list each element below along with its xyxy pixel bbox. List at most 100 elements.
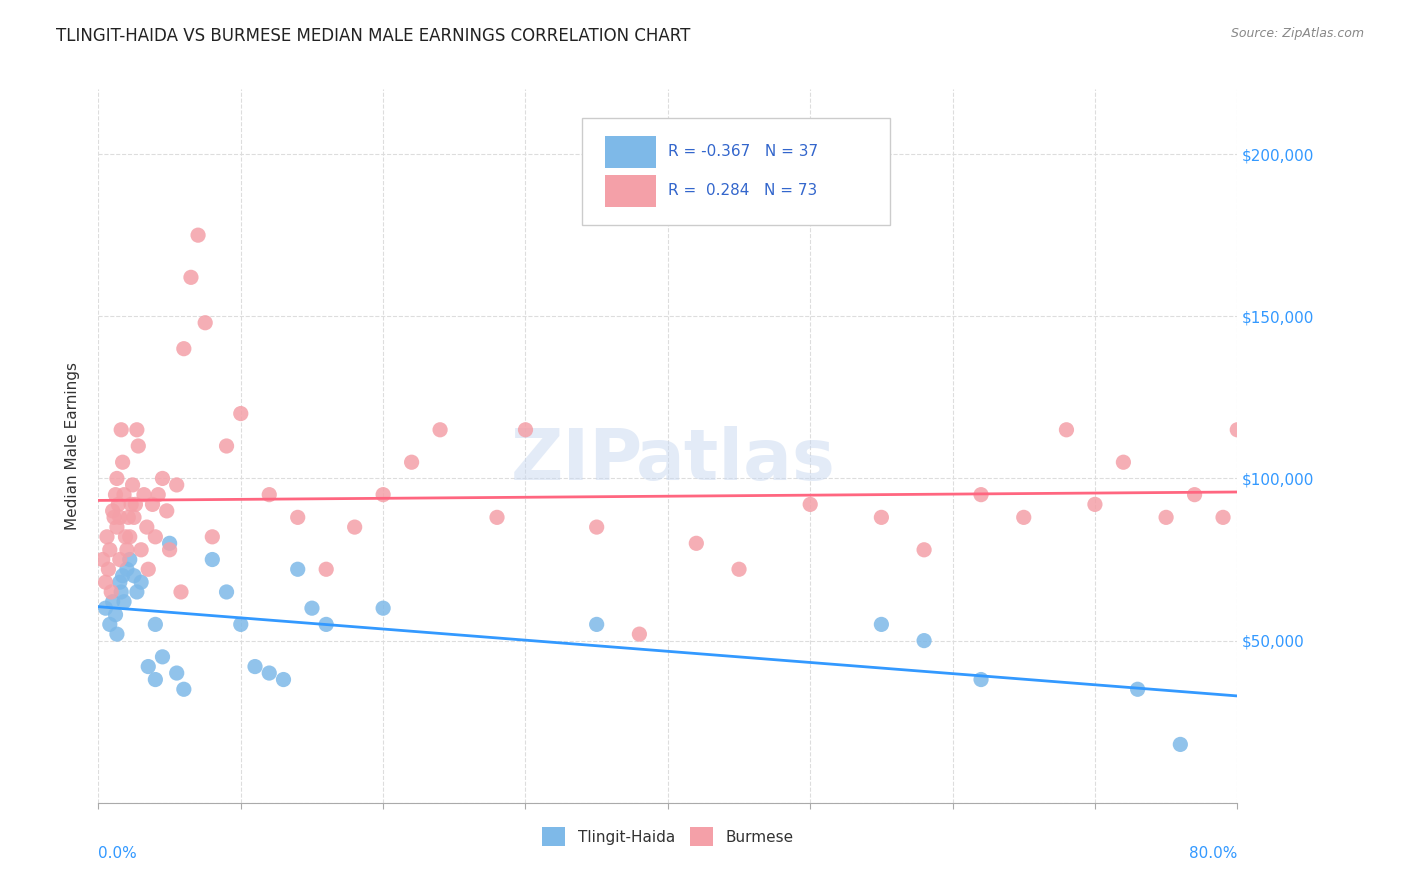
Point [105, 471, 128, 485]
Point [201, 552, 224, 566]
Text: R =  0.284   N = 73: R = 0.284 N = 73 [668, 183, 817, 198]
Text: TLINGIT-HAIDA VS BURMESE MEDIAN MALE EARNINGS CORRELATION CHART: TLINGIT-HAIDA VS BURMESE MEDIAN MALE EAR… [56, 27, 690, 45]
Point [912, 542, 935, 557]
Point [114, 530, 136, 544]
Point [243, 659, 266, 673]
Point [145, 617, 167, 632]
Point [173, 682, 195, 697]
Point [141, 497, 163, 511]
Point [118, 530, 141, 544]
Bar [605, 136, 657, 168]
Point [122, 568, 145, 582]
Point [124, 497, 146, 511]
Point [129, 542, 152, 557]
Point [159, 536, 181, 550]
Point [799, 497, 821, 511]
Point [136, 562, 159, 576]
Point [100, 585, 122, 599]
Point [120, 497, 142, 511]
Point [1254, 497, 1277, 511]
Text: ZIP: ZIP [510, 425, 643, 495]
Point [112, 488, 135, 502]
Point [970, 673, 993, 687]
Point [97, 562, 120, 576]
Point [125, 585, 148, 599]
Point [628, 627, 651, 641]
Text: Source: ZipAtlas.com: Source: ZipAtlas.com [1230, 27, 1364, 40]
Point [1298, 423, 1320, 437]
Point [173, 342, 195, 356]
Point [101, 504, 124, 518]
Point [94, 575, 117, 590]
Point [229, 617, 252, 632]
Point [970, 488, 993, 502]
Point [401, 455, 423, 469]
Point [125, 423, 148, 437]
Point [515, 423, 537, 437]
Point [170, 585, 193, 599]
Point [111, 455, 134, 469]
Point [166, 666, 188, 681]
Point [301, 601, 323, 615]
Point [1112, 455, 1135, 469]
Point [148, 488, 170, 502]
Point [112, 595, 135, 609]
Point [145, 673, 167, 687]
Point [166, 478, 188, 492]
Point [585, 617, 607, 632]
Point [121, 478, 143, 492]
Y-axis label: Median Male Earnings: Median Male Earnings [65, 362, 80, 530]
Point [215, 439, 238, 453]
Point [215, 585, 238, 599]
Point [1226, 423, 1249, 437]
Point [110, 585, 132, 599]
Point [108, 575, 131, 590]
Point [103, 510, 125, 524]
Point [94, 601, 117, 615]
Point [373, 601, 395, 615]
Legend: Tlingit-Haida, Burmese: Tlingit-Haida, Burmese [536, 822, 800, 852]
Point [105, 627, 128, 641]
Point [187, 228, 209, 243]
Point [98, 542, 121, 557]
Point [1170, 738, 1192, 752]
Point [107, 497, 129, 511]
Point [287, 562, 309, 576]
Text: 80.0%: 80.0% [1189, 846, 1237, 861]
Point [132, 488, 155, 502]
Point [486, 510, 509, 524]
Point [229, 407, 252, 421]
Point [685, 536, 707, 550]
Point [152, 471, 174, 485]
Point [159, 542, 181, 557]
Point [315, 617, 337, 632]
Point [180, 270, 202, 285]
Point [110, 423, 132, 437]
Point [105, 520, 128, 534]
Point [259, 488, 281, 502]
Point [287, 510, 309, 524]
Point [101, 595, 124, 609]
Point [104, 607, 127, 622]
Point [96, 530, 118, 544]
Point [118, 552, 141, 566]
Point [98, 617, 121, 632]
Point [115, 562, 138, 576]
Point [1154, 510, 1177, 524]
Text: R = -0.367   N = 37: R = -0.367 N = 37 [668, 144, 818, 159]
Point [91, 552, 114, 566]
Point [152, 649, 174, 664]
Point [1126, 682, 1149, 697]
Point [194, 316, 217, 330]
Text: atlas: atlas [637, 425, 837, 495]
Text: 0.0%: 0.0% [98, 846, 138, 861]
Point [104, 488, 127, 502]
Point [870, 510, 893, 524]
Point [108, 510, 131, 524]
Point [1212, 510, 1234, 524]
Point [156, 504, 179, 518]
Point [315, 562, 337, 576]
Point [1084, 497, 1107, 511]
Point [135, 520, 157, 534]
Point [145, 530, 167, 544]
